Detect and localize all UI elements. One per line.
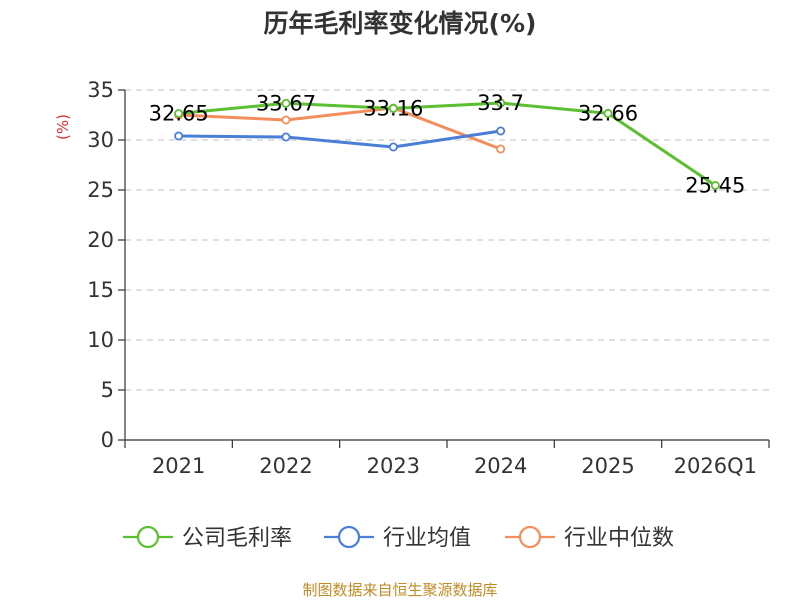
- x-tick-label: 2024: [474, 454, 527, 478]
- y-tick-label: 5: [101, 378, 114, 402]
- data-point[interactable]: [496, 126, 506, 136]
- data-point[interactable]: [710, 180, 720, 190]
- data-label: 32.66: [578, 101, 638, 125]
- data-point[interactable]: [388, 103, 398, 113]
- legend-marker: [518, 525, 542, 549]
- data-point[interactable]: [603, 108, 613, 118]
- source-note: 制图数据来自恒生聚源数据库: [302, 581, 498, 599]
- data-labels: 32.65 33.67 33.16 33.7 32.66 25.45: [149, 91, 746, 198]
- series-line: [178, 106, 502, 151]
- y-tick-label: 20: [87, 228, 114, 252]
- y-axis-label: (%): [54, 114, 72, 140]
- x-tick-label: 2022: [259, 454, 312, 478]
- legend-marker: [136, 525, 160, 549]
- y-tick-label: 35: [87, 78, 114, 102]
- x-tick-label: 2025: [581, 454, 634, 478]
- data-label: 25.45: [685, 174, 745, 198]
- series-line: [178, 101, 717, 187]
- chart-title: 历年毛利率变化情况(%): [263, 9, 537, 38]
- x-tick-label: 2021: [152, 454, 205, 478]
- data-point[interactable]: [174, 131, 184, 141]
- data-point[interactable]: [281, 98, 291, 108]
- data-label: 33.16: [363, 96, 423, 120]
- y-tick-label: 10: [87, 328, 114, 352]
- data-point[interactable]: [174, 109, 184, 119]
- x-tick-label: 2023: [367, 454, 420, 478]
- legend-label: 公司毛利率: [182, 526, 292, 551]
- data-point[interactable]: [281, 115, 291, 125]
- y-tick-label: 30: [87, 128, 114, 152]
- y-tick-label: 15: [87, 278, 114, 302]
- legend-item[interactable]: 公司毛利率: [123, 525, 292, 551]
- series-lines: [174, 98, 720, 190]
- y-tick-label: 25: [87, 178, 114, 202]
- series-line: [178, 129, 501, 149]
- data-label: 32.65: [149, 102, 209, 126]
- legend-label: 行业均值: [383, 526, 471, 551]
- legend-item[interactable]: 行业中位数: [505, 525, 674, 551]
- legend-marker: [337, 525, 361, 549]
- legend-label: 行业中位数: [564, 526, 674, 551]
- data-point[interactable]: [281, 132, 291, 142]
- data-label: 33.7: [477, 91, 524, 115]
- data-point[interactable]: [388, 142, 398, 152]
- data-point[interactable]: [496, 98, 506, 108]
- data-label: 33.67: [256, 91, 316, 115]
- data-point[interactable]: [496, 144, 506, 154]
- legend-item[interactable]: 行业均值: [324, 525, 471, 551]
- x-tick-label: 2026Q1: [674, 454, 757, 478]
- y-tick-label: 0: [101, 428, 114, 452]
- legend[interactable]: 公司毛利率 行业均值 行业中位数: [123, 525, 674, 551]
